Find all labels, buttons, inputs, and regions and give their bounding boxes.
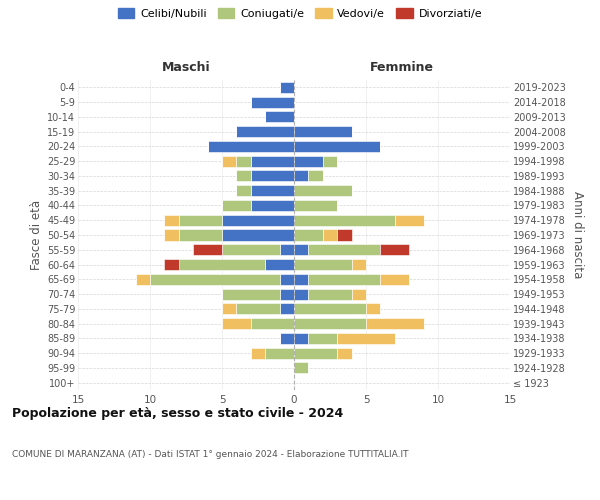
Bar xyxy=(294,230,323,240)
Bar xyxy=(236,170,251,181)
Bar xyxy=(164,214,179,226)
Bar xyxy=(294,288,308,300)
Bar xyxy=(337,333,395,344)
Bar xyxy=(280,304,294,314)
Bar xyxy=(164,230,179,240)
Bar xyxy=(222,214,294,226)
Bar xyxy=(352,259,366,270)
Text: COMUNE DI MARANZANA (AT) - Dati ISTAT 1° gennaio 2024 - Elaborazione TUTTITALIA.: COMUNE DI MARANZANA (AT) - Dati ISTAT 1°… xyxy=(12,450,409,459)
Bar xyxy=(395,214,424,226)
Bar xyxy=(222,318,251,329)
Bar xyxy=(308,170,323,181)
Bar xyxy=(337,348,352,358)
Bar xyxy=(208,141,294,152)
Bar xyxy=(251,170,294,181)
Text: Femmine: Femmine xyxy=(370,61,434,74)
Text: Popolazione per età, sesso e stato civile - 2024: Popolazione per età, sesso e stato civil… xyxy=(12,408,343,420)
Bar xyxy=(308,333,337,344)
Bar xyxy=(380,244,409,256)
Bar xyxy=(236,126,294,137)
Bar xyxy=(222,200,251,211)
Bar xyxy=(222,304,236,314)
Bar xyxy=(294,362,308,374)
Bar xyxy=(236,185,251,196)
Y-axis label: Fasce di età: Fasce di età xyxy=(29,200,43,270)
Bar xyxy=(294,156,323,166)
Bar xyxy=(222,156,236,166)
Bar xyxy=(294,141,380,152)
Bar xyxy=(251,185,294,196)
Bar xyxy=(294,185,352,196)
Bar xyxy=(366,318,424,329)
Bar xyxy=(236,304,280,314)
Bar xyxy=(294,333,308,344)
Bar xyxy=(179,214,222,226)
Bar xyxy=(251,348,265,358)
Bar xyxy=(222,230,294,240)
Bar xyxy=(251,96,294,108)
Bar xyxy=(150,274,280,285)
Bar xyxy=(294,274,308,285)
Y-axis label: Anni di nascita: Anni di nascita xyxy=(571,192,584,278)
Bar xyxy=(294,200,337,211)
Bar xyxy=(280,274,294,285)
Bar xyxy=(280,288,294,300)
Bar xyxy=(280,82,294,93)
Bar xyxy=(308,288,352,300)
Bar xyxy=(164,259,179,270)
Bar xyxy=(308,244,380,256)
Text: Maschi: Maschi xyxy=(161,61,211,74)
Bar xyxy=(136,274,150,285)
Bar xyxy=(308,274,380,285)
Bar xyxy=(294,304,366,314)
Bar xyxy=(323,230,337,240)
Bar xyxy=(380,274,409,285)
Bar xyxy=(280,244,294,256)
Bar xyxy=(222,244,280,256)
Bar xyxy=(251,156,294,166)
Bar xyxy=(280,333,294,344)
Bar xyxy=(193,244,222,256)
Bar xyxy=(352,288,366,300)
Bar xyxy=(337,230,352,240)
Bar xyxy=(323,156,337,166)
Bar xyxy=(294,244,308,256)
Bar xyxy=(251,200,294,211)
Bar xyxy=(294,348,337,358)
Bar xyxy=(222,288,280,300)
Bar xyxy=(179,230,222,240)
Bar xyxy=(366,304,380,314)
Bar xyxy=(179,259,265,270)
Bar xyxy=(294,259,352,270)
Bar xyxy=(265,112,294,122)
Bar xyxy=(251,318,294,329)
Legend: Celibi/Nubili, Coniugati/e, Vedovi/e, Divorziati/e: Celibi/Nubili, Coniugati/e, Vedovi/e, Di… xyxy=(118,8,482,19)
Bar xyxy=(265,348,294,358)
Bar xyxy=(265,259,294,270)
Bar xyxy=(294,126,352,137)
Bar xyxy=(294,214,395,226)
Bar xyxy=(294,170,308,181)
Bar xyxy=(294,318,366,329)
Bar xyxy=(236,156,251,166)
